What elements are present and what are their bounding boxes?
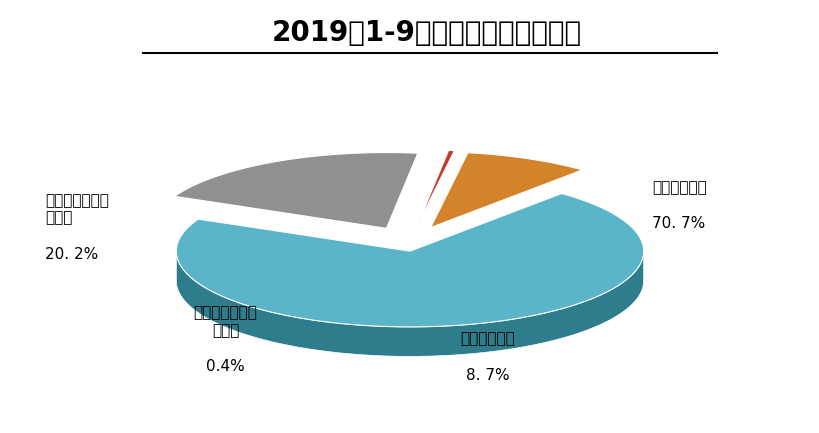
Text: 纯电动商用车: 纯电动商用车 [460, 331, 514, 346]
Polygon shape [417, 150, 454, 226]
Text: 0.4%: 0.4% [206, 359, 245, 375]
Text: 20. 2%: 20. 2% [45, 247, 98, 262]
Text: 8. 7%: 8. 7% [465, 368, 509, 383]
Text: 纯电动乘用车: 纯电动乘用车 [651, 180, 706, 195]
Text: 插电式混合动力
乘用车: 插电式混合动力 乘用车 [45, 193, 109, 225]
Polygon shape [176, 194, 643, 327]
Text: 70. 7%: 70. 7% [651, 216, 704, 232]
Text: 2019年1-9月新能源汽车销量构成: 2019年1-9月新能源汽车销量构成 [271, 19, 581, 48]
Polygon shape [176, 252, 643, 356]
Polygon shape [174, 152, 418, 228]
Polygon shape [430, 153, 581, 228]
Text: 插电式混合动力
商用车: 插电式混合动力 商用车 [193, 305, 257, 338]
